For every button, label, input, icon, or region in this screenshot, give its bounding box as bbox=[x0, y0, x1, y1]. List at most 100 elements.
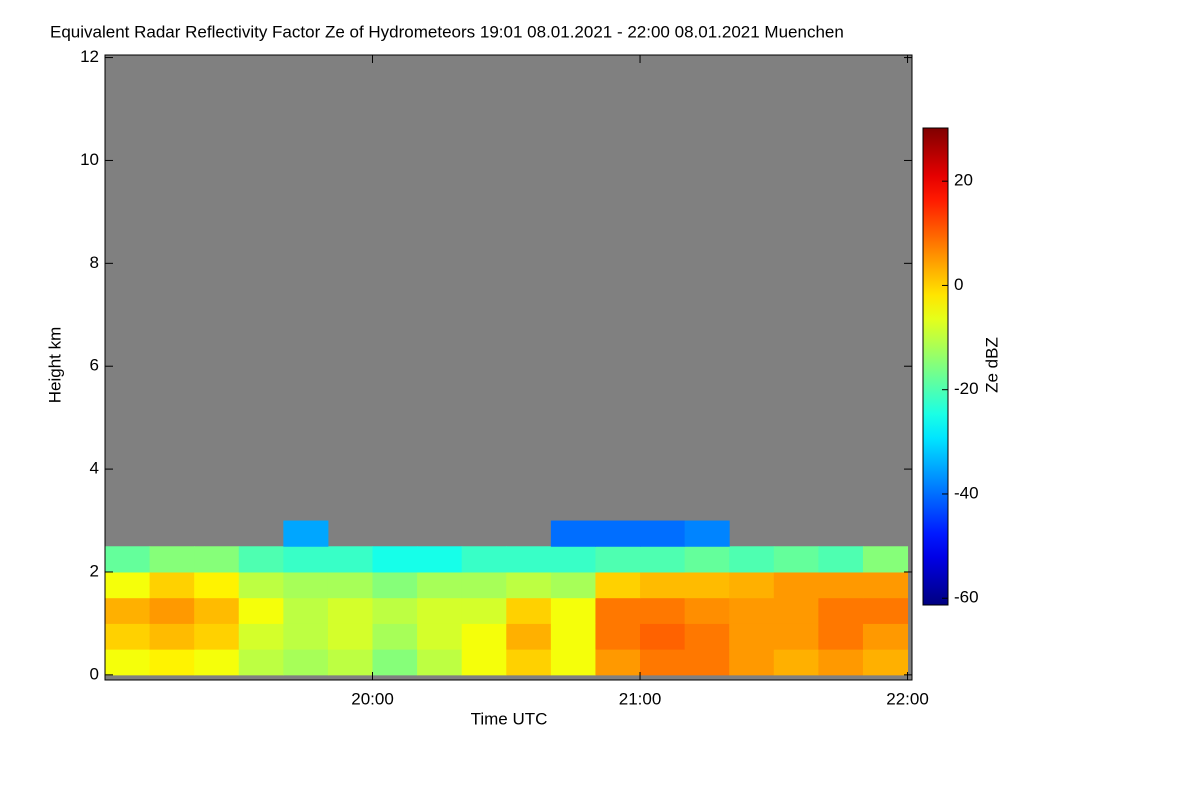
heatmap-cell bbox=[550, 571, 596, 599]
heatmap-cell bbox=[194, 597, 240, 624]
heatmap-cell bbox=[550, 597, 596, 624]
heatmap-cell bbox=[105, 649, 151, 676]
heatmap-cell bbox=[149, 623, 195, 650]
heatmap-cell bbox=[506, 623, 552, 650]
heatmap-cell bbox=[506, 546, 552, 573]
heatmap-cell bbox=[595, 623, 641, 650]
heatmap-cell bbox=[283, 571, 329, 599]
heatmap-cell bbox=[640, 649, 686, 676]
heatmap-cell bbox=[105, 597, 151, 624]
heatmap-cell bbox=[729, 623, 775, 650]
heatmap-cell bbox=[149, 597, 195, 624]
heatmap-cell bbox=[417, 597, 463, 624]
heatmap-cell bbox=[862, 597, 909, 624]
heatmap-cell bbox=[595, 597, 641, 624]
heatmap-cell bbox=[818, 649, 864, 676]
y-tick-label: 0 bbox=[90, 664, 99, 683]
heatmap-cell bbox=[105, 571, 151, 599]
colorbar-label: Ze dBZ bbox=[982, 337, 1001, 393]
heatmap-cell bbox=[640, 546, 686, 573]
x-tick-label: 20:00 bbox=[351, 689, 394, 708]
y-tick-label: 6 bbox=[90, 356, 99, 375]
heatmap-cell bbox=[818, 546, 864, 573]
y-tick-label: 2 bbox=[90, 561, 99, 580]
heatmap-cell bbox=[729, 546, 775, 573]
x-tick-label: 21:00 bbox=[619, 689, 662, 708]
heatmap-cell bbox=[461, 546, 507, 573]
heatmap-cell bbox=[729, 649, 775, 676]
heatmap-cell bbox=[684, 571, 730, 599]
heatmap-cell bbox=[283, 623, 329, 650]
heatmap-cell bbox=[506, 597, 552, 624]
heatmap-cell bbox=[640, 520, 686, 547]
heatmap-cell bbox=[283, 597, 329, 624]
heatmap-cell bbox=[550, 520, 596, 547]
heatmap-cell bbox=[773, 623, 819, 650]
heatmap-cell bbox=[417, 571, 463, 599]
y-tick-label: 4 bbox=[90, 459, 99, 478]
y-axis-label: Height km bbox=[45, 327, 64, 404]
x-tick-label: 22:00 bbox=[886, 689, 929, 708]
heatmap-cell bbox=[684, 649, 730, 676]
y-tick-label: 10 bbox=[80, 150, 99, 169]
heatmap-cell bbox=[417, 623, 463, 650]
heatmap-cell bbox=[818, 571, 864, 599]
heatmap-cell bbox=[461, 623, 507, 650]
heatmap-cell bbox=[862, 571, 909, 599]
heatmap-cell bbox=[372, 623, 418, 650]
heatmap-cell bbox=[283, 546, 329, 573]
heatmap-cell bbox=[506, 649, 552, 676]
heatmap-cell bbox=[729, 597, 775, 624]
heatmap-cell bbox=[550, 649, 596, 676]
heatmap-cell bbox=[149, 649, 195, 676]
heatmap-cell bbox=[194, 571, 240, 599]
heatmap-cell bbox=[105, 623, 151, 650]
heatmap-cell bbox=[595, 649, 641, 676]
heatmap-cell bbox=[372, 571, 418, 599]
heatmap-cell bbox=[595, 571, 641, 599]
heatmap-cell bbox=[729, 571, 775, 599]
heatmap-cell bbox=[862, 623, 909, 650]
colorbar bbox=[922, 127, 949, 606]
heatmap-cell bbox=[149, 546, 195, 573]
heatmap-cell bbox=[238, 623, 284, 650]
heatmap-cell bbox=[640, 571, 686, 599]
heatmap-cell bbox=[283, 649, 329, 676]
heatmap-cell bbox=[550, 546, 596, 573]
heatmap-cell bbox=[238, 597, 284, 624]
heatmap-cell bbox=[640, 623, 686, 650]
heatmap-cell bbox=[238, 649, 284, 676]
heatmap-cell bbox=[194, 623, 240, 650]
heatmap-cell bbox=[283, 520, 329, 547]
colorbar-tick-label: -60 bbox=[954, 588, 979, 607]
heatmap-cell bbox=[773, 649, 819, 676]
heatmap-cell bbox=[595, 520, 641, 547]
y-tick-label: 12 bbox=[80, 47, 99, 66]
heatmap-cell bbox=[640, 597, 686, 624]
heatmap-cell bbox=[149, 571, 195, 599]
heatmap-cell bbox=[105, 546, 151, 573]
colorbar-tick-label: -20 bbox=[954, 379, 979, 398]
heatmap-cell bbox=[684, 520, 730, 547]
heatmap-cell bbox=[862, 546, 909, 573]
heatmap-cell bbox=[773, 571, 819, 599]
y-tick-label: 8 bbox=[90, 253, 99, 272]
heatmap-cell bbox=[773, 597, 819, 624]
heatmap-cell bbox=[327, 597, 374, 624]
x-axis-label: Time UTC bbox=[471, 709, 548, 728]
heatmap-cell bbox=[818, 597, 864, 624]
heatmap-cell bbox=[461, 649, 507, 676]
heatmap-cell bbox=[327, 571, 374, 599]
colorbar-tick-label: 20 bbox=[954, 171, 973, 190]
heatmap-cell bbox=[684, 623, 730, 650]
heatmap-cell bbox=[372, 649, 418, 676]
heatmap-cell bbox=[818, 623, 864, 650]
heatmap-cell bbox=[238, 571, 284, 599]
colorbar-tick-label: -40 bbox=[954, 483, 979, 502]
chart-title: Equivalent Radar Reflectivity Factor Ze … bbox=[50, 22, 844, 41]
heatmap-cell bbox=[417, 649, 463, 676]
heatmap-cell bbox=[417, 546, 463, 573]
heatmap-cell bbox=[461, 571, 507, 599]
heatmap-cell bbox=[862, 649, 909, 676]
